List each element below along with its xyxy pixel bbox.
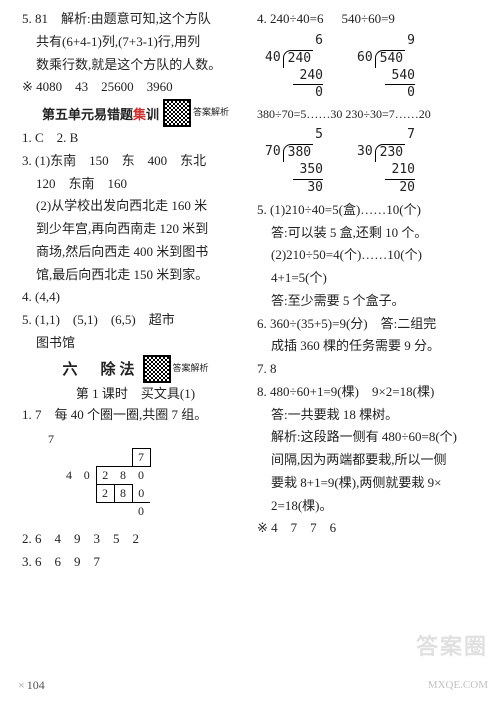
- qr-code-icon: [163, 99, 191, 127]
- ld-quotient: 6: [265, 33, 323, 50]
- text-line: 间隔,因为两端都要栽,所以一侧: [257, 449, 484, 472]
- text-line: 4+1=5(个): [257, 267, 484, 290]
- ld-dividend: 240: [283, 50, 313, 68]
- text-line: ※ 4 7 7 6: [257, 517, 484, 540]
- text-line: 数乘行数,就是这个方队的人数。: [22, 54, 249, 77]
- text-line: 2=18(棵)。: [257, 495, 484, 518]
- ld-divisor: 60: [357, 50, 375, 68]
- text-line: 2. 6 4 9 3 5 2: [22, 528, 249, 551]
- ld-row: 20: [357, 180, 415, 197]
- text-line: 到少年宫,再向西南走 120 米到: [22, 218, 249, 241]
- text-line: 6. 360÷(35+5)=9(分) 答:二组完: [257, 313, 484, 336]
- text-line: 图书馆: [22, 332, 249, 355]
- unit5-title-b: 集: [133, 104, 146, 123]
- section6-title-row: 六 除法 答案解析: [22, 355, 249, 383]
- long-division: 9 60540 540 0: [357, 33, 415, 103]
- ld-quotient: 7: [357, 127, 415, 144]
- text-line: 4. 240÷40=6 540÷60=9: [257, 8, 484, 31]
- ld-dividend: 230: [375, 144, 405, 162]
- text-line: 答:一共要栽 18 棵树。: [257, 404, 484, 427]
- ld-row: 0: [265, 85, 323, 102]
- text-line: 答:可以装 5 盒,还剩 10 个。: [257, 222, 484, 245]
- ld-row: 350: [293, 162, 323, 180]
- page-number-value: 104: [27, 678, 45, 692]
- text-line: 解析:这段路一侧有 480÷60=8(个): [257, 426, 484, 449]
- boxed-long-division: 7 7 40280 280 0: [42, 430, 151, 520]
- ld-row: 240: [293, 68, 323, 86]
- ld-quotient: 5: [265, 127, 323, 144]
- ld-divisor: 40: [265, 50, 283, 68]
- section6-title: 六 除法: [62, 358, 138, 379]
- text-line: 3. (1)东南 150 东 400 东北: [22, 150, 249, 173]
- left-column: 5. 81 解析:由题意可知,这个方队 共有(6+4-1)列,(7+3-1)行,…: [18, 8, 253, 671]
- qr-code-icon: [143, 355, 171, 383]
- right-column: 4. 240÷40=6 540÷60=9 6 40240 240 0 9 605…: [253, 8, 488, 671]
- unit5-title-row: 第五单元易错题集训 答案解析: [22, 99, 249, 127]
- text-line: 120 东南 160: [22, 173, 249, 196]
- text-line: 1. 7 每 40 个圈一圈,共圈 7 组。: [22, 404, 249, 427]
- unit5-title-c: 训: [146, 104, 159, 123]
- text-line: 馆,最后向西北走 150 米到家。: [22, 264, 249, 287]
- text-line: 3. 6 6 9 7: [22, 551, 249, 574]
- section6-subtitle: 第 1 课时 买文具(1): [22, 383, 249, 402]
- text-line: 5. 81 解析:由题意可知,这个方队: [22, 8, 249, 31]
- text-line: (2)从学校出发向西北走 160 米: [22, 195, 249, 218]
- ld-row: 0: [357, 85, 415, 102]
- text-line: 共有(6+4-1)列,(7+3-1)行,用列: [22, 31, 249, 54]
- unit5-title-a: 第五单元易错题: [42, 104, 133, 123]
- text-line: 答:至少需要 5 个盒子。: [257, 290, 484, 313]
- text-line: 成插 360 棵的任务需要 9 分。: [257, 335, 484, 358]
- long-division: 6 40240 240 0: [265, 33, 323, 103]
- ld-row: 540: [385, 68, 415, 86]
- eq: 4. 240÷40=6: [257, 8, 323, 31]
- page-number-deco: ×: [18, 678, 23, 692]
- text-line: 7. 8: [257, 358, 484, 381]
- text-line: 4. (4,4): [22, 286, 249, 309]
- qr-label: 答案解析: [193, 108, 229, 118]
- text-line: 8. 480÷60+1=9(棵) 9×2=18(棵): [257, 381, 484, 404]
- ld-row: 30: [265, 180, 323, 197]
- watermark-url: MXQE.COM: [428, 679, 488, 691]
- qr-label: 答案解析: [173, 364, 209, 374]
- text-line: (2)210÷50=4(个)……10(个): [257, 244, 484, 267]
- text-line: 5. (1,1) (5,1) (6,5) 超市: [22, 309, 249, 332]
- ld-divisor: 30: [357, 144, 375, 162]
- ld-dividend: 540: [375, 50, 405, 68]
- text-line: ※ 4080 43 25600 3960: [22, 76, 249, 99]
- ld-divisor: 70: [265, 144, 283, 162]
- page-number: × 104: [18, 678, 45, 693]
- ld-dividend: 380: [283, 144, 313, 162]
- text-line: 商场,然后向西走 400 米到图书: [22, 241, 249, 264]
- eq: 540÷60=9: [341, 8, 394, 31]
- ld-row: 210: [385, 162, 415, 180]
- long-division: 7 30230 210 20: [357, 127, 415, 197]
- ld-quotient: 9: [357, 33, 415, 50]
- watermark-logo: 答案圈: [416, 629, 488, 661]
- long-division: 5 70380 350 30: [265, 127, 323, 197]
- text-line: 1. C 2. B: [22, 127, 249, 150]
- text-line: 380÷70=5……30 230÷30=7……20: [257, 104, 484, 125]
- text-line: 5. (1)210÷40=5(盒)……10(个): [257, 199, 484, 222]
- text-line: 要栽 8+1=9(棵),两侧就要栽 9×: [257, 472, 484, 495]
